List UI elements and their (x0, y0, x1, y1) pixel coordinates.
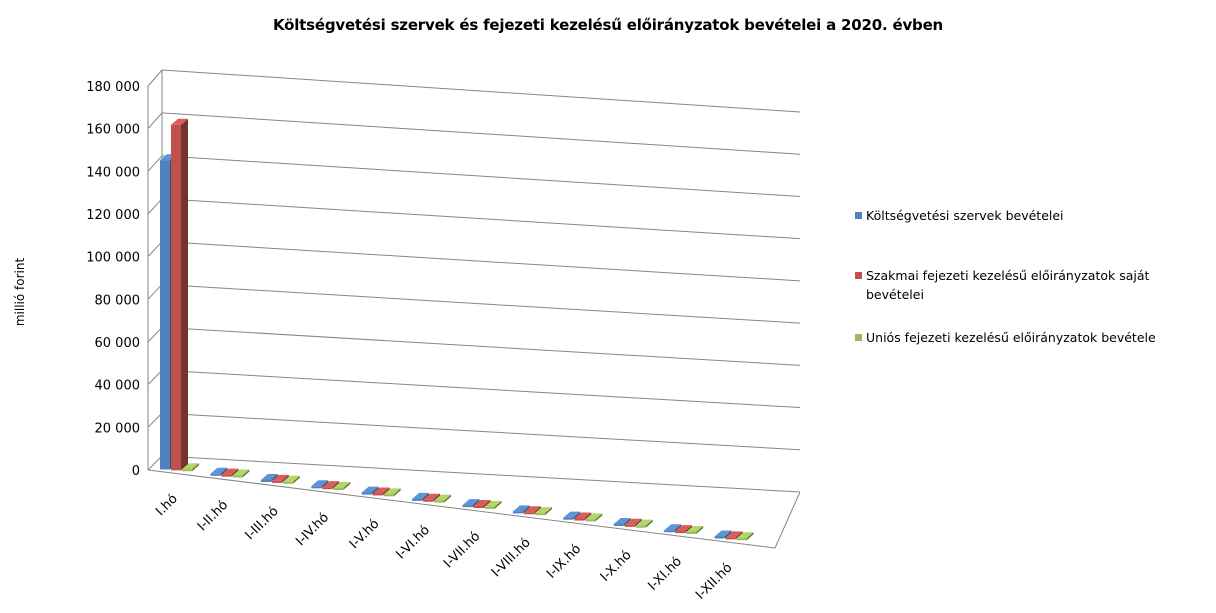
gridline-side (147, 112, 163, 129)
bar (311, 480, 329, 489)
gridline-side (147, 455, 163, 471)
bar (361, 486, 379, 495)
y-tick-label: 140 000 (86, 165, 140, 180)
gridline-side (147, 69, 163, 87)
gridline (161, 69, 801, 113)
legend-item: Költségvetési szervek bevételei (855, 206, 1206, 225)
gridline (161, 241, 801, 282)
gridline (161, 455, 801, 493)
chart-walls (147, 70, 801, 549)
bars (160, 118, 754, 541)
bar (372, 487, 390, 496)
gridlines (147, 69, 801, 493)
bar (736, 532, 754, 541)
bar (210, 467, 228, 476)
bar (221, 468, 239, 477)
bar (423, 493, 441, 502)
bar (624, 518, 642, 527)
x-axis-line (147, 469, 776, 549)
x-tick-label: I-X.hó (598, 548, 635, 585)
y-tick-label: 120 000 (86, 208, 140, 223)
gridline (161, 112, 801, 155)
legend-swatch (855, 272, 862, 279)
gridline (161, 198, 801, 240)
bar (260, 474, 278, 483)
y-tick-label: 160 000 (86, 123, 140, 138)
gridline (161, 155, 801, 197)
x-tick-label: I-XI.hó (645, 554, 685, 594)
gridline (161, 412, 801, 451)
bar (534, 507, 552, 516)
gridline-side (147, 326, 163, 343)
bar (484, 500, 502, 509)
gridline (161, 326, 801, 366)
gridline-side (147, 412, 163, 428)
bar (635, 519, 653, 528)
gridline-side (147, 241, 163, 258)
y-tick-label: 60 000 (95, 336, 141, 351)
bar (714, 530, 732, 539)
legend-swatch (855, 212, 862, 219)
legend-label: Uniós fejezeti kezelésű előirányzatok be… (866, 330, 1156, 345)
bar (563, 511, 581, 520)
bar (585, 513, 603, 522)
x-tick-label: I-VII.hó (441, 529, 483, 571)
gridline-side (147, 198, 163, 215)
y-tick-label: 40 000 (95, 379, 141, 394)
bar (574, 512, 592, 521)
bar (282, 475, 300, 484)
legend-item: Uniós fejezeti kezelésű előirányzatok be… (855, 328, 1206, 347)
y-tick-label: 20 000 (95, 421, 141, 436)
bar (512, 505, 530, 514)
bar (182, 463, 199, 472)
x-tick-label: I-VI.hó (393, 523, 433, 563)
x-tick-labels: I.hó I-II.hó I-III.hó I-IV.hó I-V.hó I-VI.hó I… (153, 491, 735, 602)
bar (412, 492, 430, 501)
bar (462, 499, 480, 508)
bar (171, 118, 188, 471)
bar (473, 499, 491, 508)
legend-label: Szakmai fejezeti kezelésű előirányzatok … (866, 268, 1150, 302)
x-tick-label: I-II.hó (195, 498, 231, 534)
x-tick-label: I-XII.hó (693, 560, 735, 602)
bar (232, 469, 250, 478)
bar (664, 524, 682, 533)
y-tick-label: 180 000 (86, 80, 140, 95)
gridline-side (147, 155, 163, 172)
x-tick-label: I-IX.hó (544, 542, 584, 582)
bar (613, 517, 631, 526)
legend-label: Költségvetési szervek bevételei (866, 208, 1064, 223)
bar (383, 488, 401, 497)
bar (434, 494, 452, 503)
bar (725, 531, 743, 540)
bar (686, 525, 704, 534)
chart-title: Költségvetési szervek és fejezeti kezelé… (272, 16, 944, 34)
legend-swatch (855, 334, 862, 341)
x-tick-label: I-III.hó (243, 504, 282, 543)
floor-right-edge (774, 491, 801, 549)
y-tick-label: 0 (132, 464, 140, 479)
bar (333, 482, 351, 491)
y-tick-labels: 0 20 000 40 000 60 000 80 000 100 000 120 000 1… (86, 80, 140, 479)
gridline (161, 369, 801, 409)
gridline-side (147, 369, 163, 386)
legend-item: Szakmai fejezeti kezelésű előirányzatok … (855, 266, 1206, 304)
x-tick-label: I-V.hó (347, 517, 383, 553)
gridline (161, 283, 801, 324)
x-tick-label: I.hó (153, 491, 181, 519)
bar (322, 481, 340, 490)
bar (675, 525, 693, 534)
x-tick-label: I-VIII.hó (489, 535, 534, 580)
gridline-side (147, 284, 163, 300)
bar (271, 474, 289, 483)
y-tick-label: 80 000 (95, 293, 141, 308)
bar (523, 506, 541, 515)
x-tick-label: I-IV.hó (293, 510, 332, 549)
y-tick-label: 100 000 (86, 251, 140, 266)
